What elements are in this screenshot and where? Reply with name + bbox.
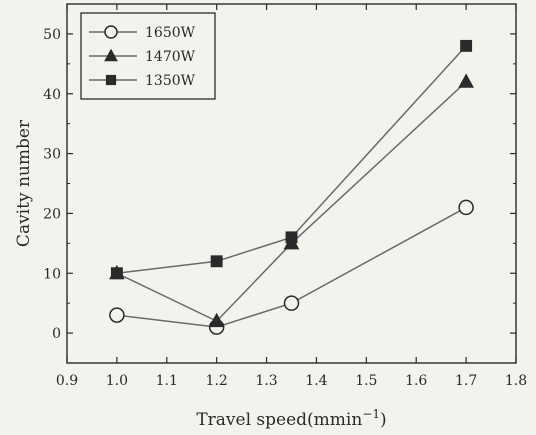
data-point-1470w (208, 312, 225, 328)
x-axis-title: Travel speed(mmin−1) (196, 407, 386, 430)
legend-marker-1470w (104, 48, 118, 62)
x-tick-label: 1.4 (305, 373, 327, 389)
y-tick-label: 20 (43, 206, 61, 222)
x-axis: 0.9 1.0 1.1 1.2 1.3 1.4 1.5 1.6 1.7 1.8 (56, 4, 527, 389)
data-point-1650w (283, 295, 300, 311)
data-point-1350w (110, 267, 123, 280)
x-tick-label: 1.7 (455, 373, 477, 389)
legend-entry-1650w: 1650W (89, 25, 196, 41)
y-tick-label: 50 (43, 27, 61, 43)
x-axis-title-main: Travel speed(mmin (196, 410, 362, 430)
legend: 1650W 1470W 1350W (80, 12, 216, 100)
x-tick-label: 1.6 (405, 373, 427, 389)
series-1470w (109, 73, 474, 328)
legend-marker-1350w (105, 74, 117, 86)
y-tick-label: 40 (43, 87, 61, 103)
y-tick-label: 30 (43, 147, 61, 163)
data-point-1350w (210, 255, 223, 268)
y-axis-title: Cavity number (14, 119, 34, 247)
data-point-1350w (285, 231, 298, 244)
data-point-1650w (458, 199, 474, 216)
y-axis: 0 10 20 30 40 50 (43, 27, 516, 342)
legend-marker-1650w (104, 25, 118, 39)
series-layer (109, 39, 474, 335)
data-point-1470w (458, 73, 474, 88)
x-tick-label: 1.3 (255, 373, 277, 389)
x-tick-label: 1.8 (505, 373, 527, 389)
x-axis-title-close: ) (380, 410, 387, 430)
x-tick-label: 0.9 (56, 373, 78, 389)
series-line-1650w (116, 206, 467, 328)
legend-label-1470w: 1470W (145, 49, 196, 65)
legend-entry-1350w: 1350W (89, 73, 196, 89)
y-tick-label: 0 (52, 326, 61, 342)
data-point-1650w (109, 307, 125, 323)
x-axis-title-unit-exponent: −1 (362, 407, 380, 421)
x-tick-label: 1.5 (355, 373, 377, 389)
series-line-1470w (116, 81, 467, 323)
legend-label-1350w: 1350W (145, 73, 196, 89)
x-tick-label: 1.1 (156, 373, 178, 389)
x-tick-label: 1.2 (206, 373, 228, 389)
series-line-1350w (116, 45, 467, 274)
series-1350w (110, 39, 473, 280)
data-point-1350w (460, 39, 473, 52)
x-tick-label: 1.0 (106, 373, 128, 389)
y-tick-label: 10 (43, 266, 61, 282)
legend-entry-1470w: 1470W (89, 48, 196, 65)
legend-label-1650w: 1650W (145, 25, 196, 41)
